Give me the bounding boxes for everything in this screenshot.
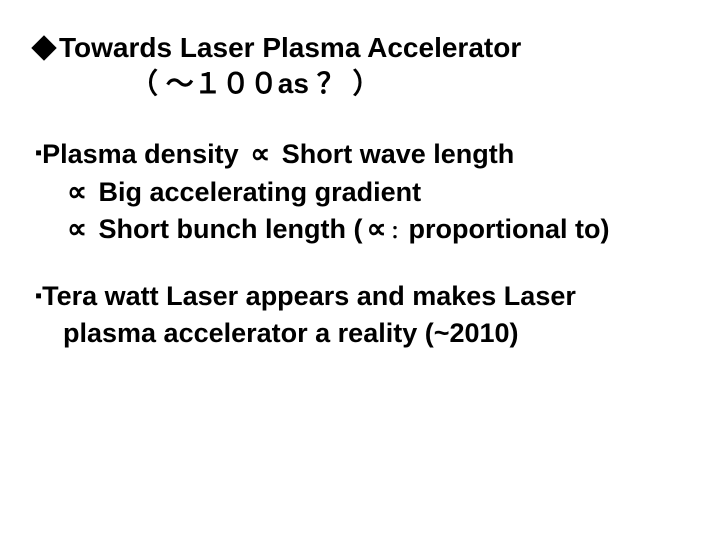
bullet-1-line-2: ∝ Big accelerating gradient [35,173,690,211]
b1-text-1b: Short wave length [274,139,514,169]
b1-text-3b: proportional to) [409,214,610,244]
bullet-2-line-2: plasma accelerator a reality (~2010) [35,315,690,351]
bullet-2: ▪Tera watt Laser appears and makes Laser… [35,278,690,351]
b1-text-2: Big accelerating gradient [91,177,421,207]
proportional-icon: ∝ [362,210,390,248]
proportional-icon: ∝ [63,173,91,211]
title-line-1: Towards Laser Plasma Accelerator [35,30,690,66]
b1-text-3a: Short bunch length ( [91,214,362,244]
b2-text-1: Tera watt Laser appears and makes Laser [42,281,576,311]
b1-text-1a: Plasma density [42,139,246,169]
bullet-marker-1: ▪ [35,142,42,164]
b2-text-2: plasma accelerator a reality (~2010) [63,318,519,348]
title-text-1: Towards Laser Plasma Accelerator [59,32,521,63]
bullet-1-line-1: ▪Plasma density ∝ Short wave length [35,135,690,173]
bullet-1: ▪Plasma density ∝ Short wave length ∝ Bi… [35,135,690,248]
diamond-bullet-icon [31,35,56,60]
bullet-2-line-1: ▪Tera watt Laser appears and makes Laser [35,278,690,314]
proportional-icon: ∝ [246,135,274,173]
colon-small: ： [391,222,409,242]
slide-content: Towards Laser Plasma Accelerator （ ～１００a… [0,0,720,411]
title-text-2: （ ～１００as ？ ） [130,68,380,99]
bullet-marker-2: ▪ [35,285,42,307]
proportional-icon: ∝ [63,210,91,248]
bullet-1-line-3: ∝ Short bunch length (∝：proportional to) [35,210,690,248]
title-line-2: （ ～１００as ？ ） [35,66,690,102]
